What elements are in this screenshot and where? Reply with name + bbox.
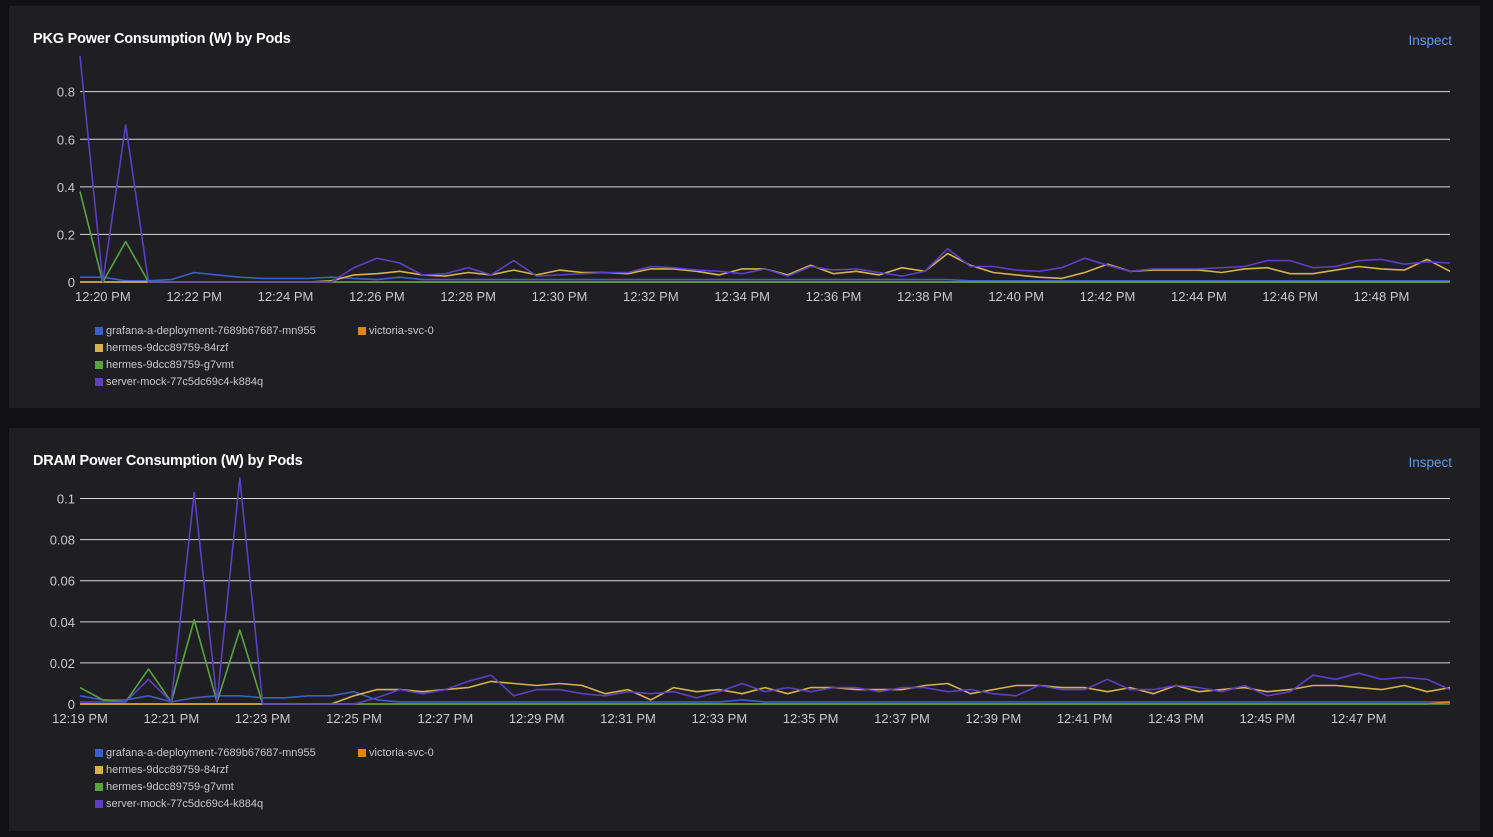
- x-tick-label: 12:31 PM: [600, 711, 656, 726]
- x-tick-label: 12:44 PM: [1171, 289, 1227, 304]
- series-line[interactable]: [80, 271, 1450, 282]
- legend-item[interactable]: grafana-a-deployment-7689b67687-mn955: [95, 747, 316, 759]
- x-tick-label: 12:48 PM: [1354, 289, 1410, 304]
- inspect-link[interactable]: Inspect: [1408, 33, 1452, 48]
- y-tick-label: 0.06: [50, 574, 75, 589]
- legend-swatch: [95, 783, 103, 791]
- y-tick-label: 0.02: [50, 656, 75, 671]
- x-tick-label: 12:38 PM: [897, 289, 953, 304]
- y-tick-label: 0: [68, 275, 75, 290]
- y-tick-label: 0.1: [57, 492, 75, 507]
- dram-power-panel: DRAM Power Consumption (W) by Pods Inspe…: [9, 428, 1480, 831]
- series-line[interactable]: [80, 477, 1451, 705]
- y-tick-label: 0.6: [57, 132, 75, 147]
- panel-title: DRAM Power Consumption (W) by Pods: [33, 453, 303, 469]
- chart-legend: grafana-a-deployment-7689b67687-mn955 vic…: [95, 325, 535, 397]
- legend-label: hermes-9dcc89759-g7vmt: [106, 359, 234, 371]
- legend-swatch: [95, 766, 103, 774]
- pkg-power-panel: PKG Power Consumption (W) by Pods Inspec…: [9, 6, 1480, 408]
- pkg-power-chart[interactable]: 0 0.2 0.4 0.6 0.8 12:20 PM 12:22 PM 12:24 PM 12:…: [9, 6, 1480, 316]
- legend-swatch: [95, 344, 103, 352]
- legend-label: hermes-9dcc89759-84rzf: [106, 764, 229, 776]
- x-tick-label: 12:47 PM: [1331, 711, 1387, 726]
- legend-swatch: [95, 361, 103, 369]
- legend-item[interactable]: hermes-9dcc89759-g7vmt: [95, 781, 234, 793]
- x-tick-label: 12:30 PM: [532, 289, 588, 304]
- legend-swatch: [95, 749, 103, 757]
- legend-item[interactable]: grafana-a-deployment-7689b67687-mn955: [95, 325, 316, 337]
- x-tick-label: 12:33 PM: [692, 711, 748, 726]
- x-tick-label: 12:41 PM: [1057, 711, 1113, 726]
- x-tick-label: 12:37 PM: [874, 711, 930, 726]
- y-tick-label: 0.8: [57, 85, 75, 100]
- x-tick-label: 12:29 PM: [509, 711, 565, 726]
- x-tick-label: 12:45 PM: [1240, 711, 1296, 726]
- legend-label: hermes-9dcc89759-g7vmt: [106, 781, 234, 793]
- x-tick-label: 12:46 PM: [1262, 289, 1318, 304]
- x-tick-label: 12:27 PM: [418, 711, 474, 726]
- legend-label: hermes-9dcc89759-84rzf: [106, 342, 229, 354]
- x-tick-label: 12:23 PM: [235, 711, 291, 726]
- y-tick-label: 0.2: [57, 227, 75, 242]
- y-tick-label: 0.04: [50, 615, 75, 630]
- y-tick-label: 0: [68, 697, 75, 712]
- legend-item[interactable]: server-mock-77c5dc69c4-k884q: [95, 376, 263, 388]
- legend-item[interactable]: server-mock-77c5dc69c4-k884q: [95, 798, 263, 810]
- x-tick-label: 12:39 PM: [966, 711, 1022, 726]
- legend-item[interactable]: hermes-9dcc89759-g7vmt: [95, 359, 234, 371]
- legend-label: grafana-a-deployment-7689b67687-mn955: [106, 325, 316, 337]
- y-tick-label: 0.4: [57, 180, 75, 195]
- legend-label: victoria-svc-0: [369, 325, 434, 337]
- x-tick-label: 12:21 PM: [144, 711, 200, 726]
- legend-swatch: [95, 378, 103, 386]
- x-tick-label: 12:32 PM: [623, 289, 679, 304]
- legend-label: victoria-svc-0: [369, 747, 434, 759]
- x-tick-label: 12:34 PM: [714, 289, 770, 304]
- x-tick-label: 12:42 PM: [1080, 289, 1136, 304]
- y-tick-label: 0.08: [50, 533, 75, 548]
- x-tick-label: 12:36 PM: [806, 289, 862, 304]
- x-tick-label: 12:24 PM: [258, 289, 314, 304]
- x-tick-label: 12:25 PM: [326, 711, 382, 726]
- legend-swatch: [358, 327, 366, 335]
- legend-label: grafana-a-deployment-7689b67687-mn955: [106, 747, 316, 759]
- dram-power-chart[interactable]: 0 0.02 0.04 0.06 0.08 0.1 12:19 PM 12:21 PM 12:2…: [9, 428, 1480, 738]
- chart-legend: grafana-a-deployment-7689b67687-mn955 vic…: [95, 747, 535, 819]
- legend-label: server-mock-77c5dc69c4-k884q: [106, 798, 264, 810]
- x-tick-label: 12:19 PM: [52, 711, 108, 726]
- legend-item[interactable]: hermes-9dcc89759-84rzf: [95, 764, 228, 776]
- series-line[interactable]: [79, 690, 1450, 703]
- legend-label: server-mock-77c5dc69c4-k884q: [106, 376, 264, 388]
- legend-swatch: [95, 800, 103, 808]
- inspect-link[interactable]: Inspect: [1408, 455, 1452, 470]
- legend-item[interactable]: victoria-svc-0: [358, 747, 434, 759]
- x-tick-label: 12:22 PM: [166, 289, 222, 304]
- x-tick-label: 12:20 PM: [75, 289, 131, 304]
- series-line[interactable]: [79, 55, 1451, 283]
- legend-swatch: [358, 749, 366, 757]
- x-tick-label: 12:28 PM: [440, 289, 496, 304]
- x-tick-label: 12:35 PM: [783, 711, 839, 726]
- legend-item[interactable]: victoria-svc-0: [358, 325, 434, 337]
- panel-title: PKG Power Consumption (W) by Pods: [33, 31, 291, 47]
- x-tick-label: 12:40 PM: [988, 289, 1044, 304]
- legend-swatch: [95, 327, 103, 335]
- x-tick-label: 12:43 PM: [1148, 711, 1204, 726]
- x-tick-label: 12:26 PM: [349, 289, 405, 304]
- legend-item[interactable]: hermes-9dcc89759-84rzf: [95, 342, 228, 354]
